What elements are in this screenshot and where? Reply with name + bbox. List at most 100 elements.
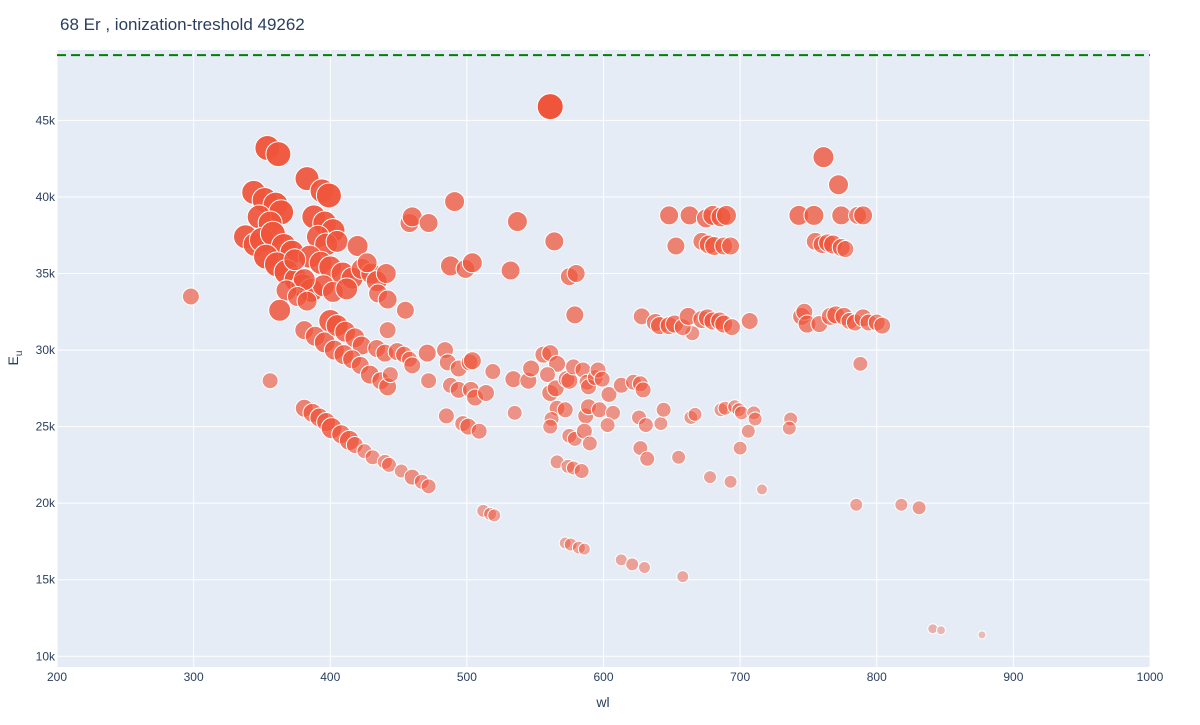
data-point[interactable] (687, 406, 703, 422)
data-point[interactable] (417, 343, 437, 363)
data-point[interactable] (911, 500, 927, 516)
data-point[interactable] (444, 191, 466, 213)
data-point[interactable] (639, 450, 656, 467)
x-tick-label: 700 (730, 670, 750, 684)
data-point[interactable] (755, 483, 768, 496)
data-point[interactable] (721, 236, 741, 256)
x-tick-label: 500 (457, 670, 477, 684)
data-point[interactable] (403, 356, 422, 375)
data-point[interactable] (420, 478, 437, 495)
data-point[interactable] (935, 625, 946, 636)
data-point[interactable] (659, 205, 680, 226)
x-tick-label: 800 (867, 670, 887, 684)
data-point[interactable] (566, 264, 586, 284)
data-point[interactable] (852, 355, 869, 372)
data-point[interactable] (653, 416, 669, 432)
data-point[interactable] (581, 435, 598, 452)
data-point[interactable] (676, 570, 690, 584)
y-axis-title-sub: u (14, 351, 25, 357)
data-point[interactable] (573, 463, 590, 480)
data-point[interactable] (538, 366, 556, 384)
data-point[interactable] (420, 372, 438, 390)
data-point[interactable] (637, 560, 651, 574)
data-point[interactable] (740, 423, 756, 439)
data-point[interactable] (536, 93, 564, 121)
data-point[interactable] (666, 236, 686, 256)
data-point[interactable] (506, 210, 528, 232)
data-point[interactable] (375, 263, 397, 285)
data-point[interactable] (484, 363, 502, 381)
data-point[interactable] (283, 248, 307, 272)
data-point[interactable] (504, 370, 523, 389)
data-point[interactable] (542, 418, 559, 435)
data-point[interactable] (356, 252, 378, 274)
data-point[interactable] (378, 321, 397, 340)
data-point[interactable] (853, 205, 874, 226)
data-point[interactable] (715, 204, 737, 226)
data-point[interactable] (831, 205, 852, 226)
chart-title: 68 Er , ionization-treshold 49262 (60, 15, 305, 34)
data-point[interactable] (335, 277, 359, 301)
data-point[interactable] (894, 497, 909, 512)
x-tick-label: 200 (47, 670, 67, 684)
y-tick-label: 40k (36, 190, 56, 204)
data-point[interactable] (487, 508, 502, 523)
data-point[interactable] (625, 557, 640, 572)
data-point[interactable] (723, 474, 738, 489)
data-point[interactable] (261, 372, 279, 390)
data-point[interactable] (418, 213, 439, 234)
data-point[interactable] (315, 182, 342, 209)
data-point[interactable] (927, 623, 939, 635)
data-point[interactable] (381, 366, 399, 384)
data-point[interactable] (599, 417, 616, 434)
data-point[interactable] (836, 240, 855, 259)
data-point[interactable] (634, 381, 652, 399)
data-point[interactable] (827, 174, 849, 196)
data-point[interactable] (181, 287, 200, 306)
data-point[interactable] (655, 401, 672, 418)
data-point[interactable] (803, 204, 825, 226)
data-point[interactable] (380, 456, 397, 473)
data-point[interactable] (722, 318, 741, 337)
data-point[interactable] (781, 420, 797, 436)
data-point[interactable] (296, 290, 318, 312)
data-point[interactable] (812, 146, 835, 169)
data-point[interactable] (590, 401, 608, 419)
data-point[interactable] (437, 407, 455, 425)
data-point[interactable] (265, 141, 292, 168)
data-point[interactable] (346, 234, 369, 257)
data-point[interactable] (747, 411, 763, 427)
y-tick-label: 30k (36, 343, 56, 357)
data-point[interactable] (325, 229, 349, 253)
data-point[interactable] (522, 359, 541, 378)
data-point[interactable] (268, 298, 292, 322)
data-point[interactable] (506, 404, 523, 421)
data-point[interactable] (637, 417, 654, 434)
data-point[interactable] (461, 252, 483, 274)
data-point[interactable] (873, 316, 892, 335)
data-point[interactable] (544, 231, 565, 252)
data-point[interactable] (732, 440, 748, 456)
data-point[interactable] (500, 260, 521, 281)
data-point[interactable] (395, 300, 415, 320)
data-point[interactable] (377, 289, 398, 310)
data-point[interactable] (556, 401, 574, 419)
data-point[interactable] (740, 311, 759, 330)
grid-lines (56, 50, 1151, 667)
data-point[interactable] (679, 205, 700, 226)
data-point[interactable] (565, 305, 585, 325)
data-point[interactable] (849, 497, 864, 512)
data-point[interactable] (577, 542, 591, 556)
data-point[interactable] (977, 630, 987, 640)
data-point[interactable] (600, 385, 618, 403)
x-tick-label: 900 (1003, 670, 1023, 684)
data-point[interactable] (477, 383, 496, 402)
data-point[interactable] (470, 422, 488, 440)
data-point[interactable] (462, 351, 482, 371)
data-point[interactable] (703, 470, 718, 485)
x-tick-label: 600 (593, 670, 613, 684)
x-tick-label: 300 (184, 670, 204, 684)
data-point[interactable] (593, 370, 611, 388)
data-point[interactable] (671, 449, 687, 465)
